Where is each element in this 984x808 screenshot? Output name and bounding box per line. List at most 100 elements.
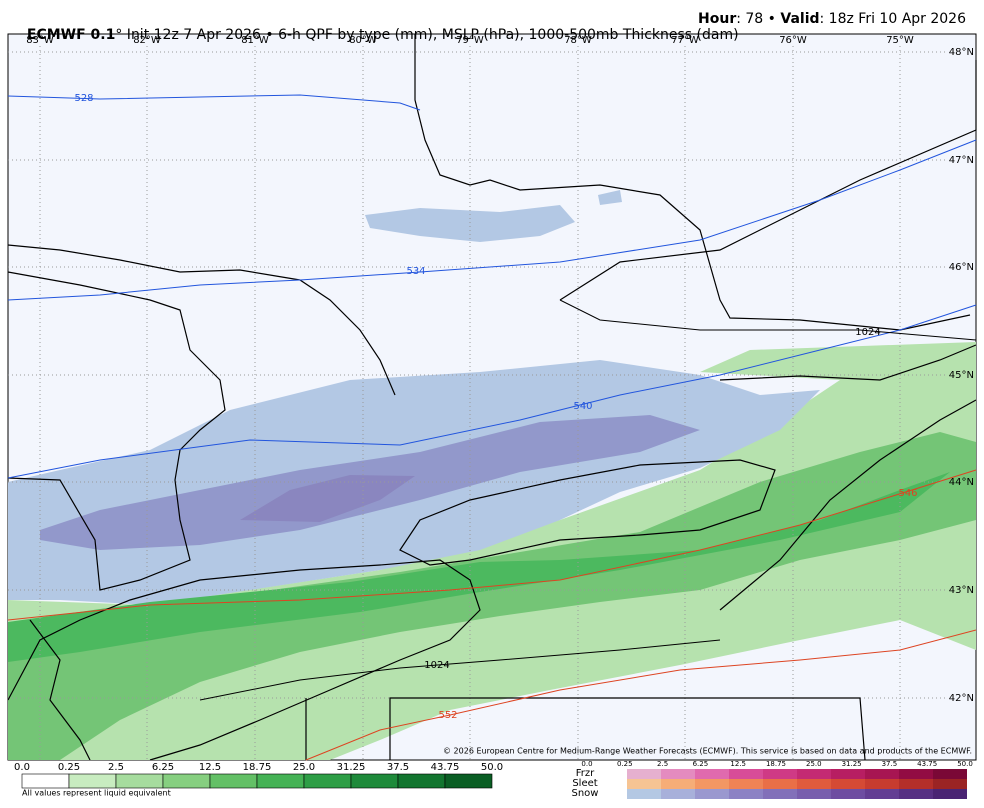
longitude-label: 83°W [26,35,54,46]
ptype-swatch [627,779,661,789]
ptype-swatch [729,779,763,789]
ptype-swatch [763,789,797,799]
ptype-swatch [661,789,695,799]
ptype-label: Snow [572,788,599,799]
ptype-swatch [729,789,763,799]
ptype-swatch [627,789,661,799]
longitude-label: 77°W [671,35,699,46]
rain-swatch [209,773,258,789]
ptype-swatch [831,789,865,799]
ptype-swatch [933,789,967,799]
rain-swatch [256,773,305,789]
ptype-swatch [661,769,695,779]
latitude-label: 45°N [949,370,974,381]
rain-tick: 12.5 [199,762,221,773]
ptype-swatch [729,769,763,779]
ptype-swatch [865,769,899,779]
longitude-label: 81°W [241,35,269,46]
isobar-label: 1024 [424,660,449,671]
ptype-label: Sleet [572,778,597,789]
header-right: Hour: 78 • Valid: 18z Fri 10 Apr 2026 [698,11,966,27]
rain-swatch [68,773,117,789]
longitude-label: 82°W [133,35,161,46]
rain-tick: 6.25 [152,762,174,773]
coastlines [7,34,977,761]
rain-tick: 0.25 [58,762,80,773]
map-labels: 83°W 82°W 81°W 80°W 79°W 78°W 77°W 76°W 75°W 48°N… [26,35,974,721]
hour-label: Hour [698,11,737,27]
rain-tick: 31.25 [337,762,366,773]
ptype-tick: 25.0 [806,760,822,768]
model: ECMWF 0.1 [26,27,116,43]
thickness-label: 552 [438,710,457,721]
ptype-tick: 37.5 [882,760,898,768]
latitude-label: 43°N [949,585,974,596]
rain-swatch [444,773,493,789]
latitude-label: 42°N [949,693,974,704]
longitude-label: 76°W [779,35,807,46]
rain-swatch [162,773,211,789]
ptype-tick: 50.0 [957,760,973,768]
ptype-tick: 43.75 [917,760,937,768]
isobar-label: 1024 [855,327,880,338]
ptype-swatch [899,769,933,779]
ptype-swatch [865,789,899,799]
ptype-swatch [797,779,831,789]
copyright: © 2026 European Centre for Medium-Range … [443,747,972,756]
ptype-swatch [831,769,865,779]
rain-swatch [21,773,70,789]
longitude-label: 80°W [349,35,377,46]
thickness-label: 540 [573,401,592,412]
rain-tick: 25.0 [293,762,315,773]
ptype-swatch [797,769,831,779]
rain-tick: 18.75 [243,762,272,773]
ptype-swatch [831,779,865,789]
valid-value: : 18z Fri 10 Apr 2026 [819,11,966,27]
ptype-swatch [695,789,729,799]
legend-note: All values represent liquid equivalent [22,789,171,798]
rain-swatch [115,773,164,789]
rain-tick: 37.5 [387,762,409,773]
ptype-swatch [763,779,797,789]
latitude-label: 44°N [949,477,974,488]
latitude-label: 48°N [949,47,974,58]
longitude-label: 75°W [886,35,914,46]
ptype-swatch [695,779,729,789]
contours [7,94,977,761]
longitude-label: 79°W [456,35,484,46]
rain-swatch [350,773,399,789]
longitude-label: 78°W [564,35,592,46]
rain-swatch [397,773,446,789]
ptype-swatch [899,789,933,799]
header: ECMWF 0.1° Init 12z 7 Apr 2026 • 6-h QPF… [18,11,966,59]
legend: 0.0 0.25 2.5 6.25 12.5 18.75 25.0 31.25 37.5 43.7… [14,760,973,799]
ptype-label: Frzr [576,768,595,779]
rain-tick: 50.0 [481,762,503,773]
ptype-tick: 0.0 [581,760,592,768]
rain-tick: 2.5 [108,762,124,773]
ptype-swatch [933,779,967,789]
thickness-label: 528 [74,93,93,104]
ptype-tick: 12.5 [730,760,746,768]
ptype-tick: 0.25 [617,760,633,768]
rain-swatch [303,773,352,789]
hour-value: : 78 • [736,11,781,27]
latitude-label: 47°N [949,155,974,166]
ptype-swatch [865,779,899,789]
ptype-swatch [661,779,695,789]
ptype-tick: 31.25 [842,760,862,768]
header-left: ECMWF 0.1° Init 12z 7 Apr 2026 • 6-h QPF… [27,27,739,43]
ptype-swatch [797,789,831,799]
rain-tick: 0.0 [14,762,30,773]
thickness-label: 534 [406,266,425,277]
ptype-swatch [695,769,729,779]
ptype-swatch [763,769,797,779]
valid-label: Valid [780,11,820,27]
ptype-swatch [933,769,967,779]
rain-tick: 43.75 [431,762,460,773]
description: ° Init 12z 7 Apr 2026 • 6-h QPF by type … [115,27,739,43]
ptype-tick: 2.5 [657,760,668,768]
ptype-tick: 6.25 [693,760,709,768]
latitude-label: 46°N [949,262,974,273]
